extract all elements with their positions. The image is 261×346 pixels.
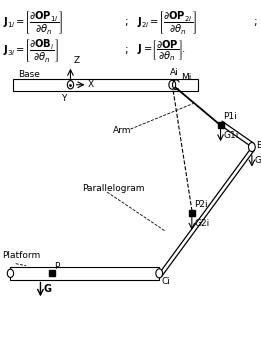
Text: G2i: G2i [194,219,210,228]
Text: $\mathbf{J}_{1i}=\!\left[\dfrac{\partial\mathbf{OP}_{1i}}{\partial\theta_{n}}\ri: $\mathbf{J}_{1i}=\!\left[\dfrac{\partial… [3,9,63,36]
Text: G: G [44,284,52,294]
Text: $;$: $;$ [253,17,257,28]
Text: Base: Base [18,70,40,79]
Text: P2i: P2i [194,200,208,209]
Text: Mi: Mi [181,73,192,82]
Circle shape [156,269,163,278]
Text: Bi: Bi [256,141,261,150]
Text: Parallelogram: Parallelogram [82,184,145,193]
Text: G1i: G1i [223,131,239,140]
Text: Z: Z [74,56,80,65]
Circle shape [7,269,14,277]
Text: Ci: Ci [162,277,171,286]
Bar [10,267,159,280]
Text: Platform: Platform [3,251,41,260]
Text: $\mathbf{J}=\!\left[\dfrac{\partial\mathbf{OP}}{\partial\theta_{n}}\right]\!.$: $\mathbf{J}=\!\left[\dfrac{\partial\math… [137,38,185,63]
Bar [13,79,198,91]
Text: $;$: $;$ [124,17,129,28]
Text: $\mathbf{J}_{3i}=\!\left[\dfrac{\partial\mathbf{OB}_{i}}{\partial\theta_{n}}\rig: $\mathbf{J}_{3i}=\!\left[\dfrac{\partial… [3,37,58,64]
Bar [13,79,198,91]
Text: $\mathbf{J}_{2i}=\!\left[\dfrac{\partial\mathbf{OP}_{2i}}{\partial\theta_{n}}\ri: $\mathbf{J}_{2i}=\!\left[\dfrac{\partial… [137,9,197,36]
Circle shape [67,81,74,89]
Text: P: P [54,262,60,271]
Text: Ai: Ai [170,68,179,77]
Text: G3i: G3i [254,156,261,165]
Text: X: X [88,80,94,89]
Circle shape [169,80,176,89]
Bar [10,267,159,280]
Text: P1i: P1i [223,112,237,121]
Circle shape [248,143,255,152]
Text: Arm: Arm [114,126,132,135]
Text: $;$: $;$ [124,45,129,56]
Text: Y: Y [61,94,67,103]
